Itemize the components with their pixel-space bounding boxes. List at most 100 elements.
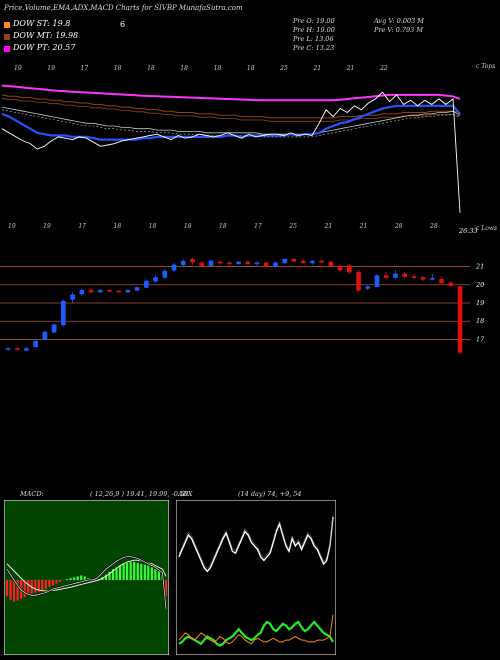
price-tick-label: 17 <box>476 335 485 343</box>
candle-body <box>116 290 121 293</box>
candle-body <box>199 262 205 266</box>
candle-body <box>134 287 140 291</box>
candle-body <box>411 276 417 278</box>
title-badge: 6 <box>120 20 126 29</box>
candle-body <box>254 262 260 265</box>
ema-slow-line <box>1 94 461 119</box>
bottom-date-label: 19 <box>43 223 51 230</box>
candle-body <box>42 331 48 340</box>
top-date-label: 19 <box>47 65 55 72</box>
candle-body <box>448 282 454 286</box>
candle-body <box>273 262 278 267</box>
bottom-date-label: 28 <box>394 223 403 230</box>
candle-body <box>153 277 158 282</box>
prev-high: Pre H: 19.00 <box>293 26 335 34</box>
adx-line <box>178 516 334 573</box>
top-date-label: 21 <box>346 65 355 72</box>
top-date-label: 18 <box>180 65 188 72</box>
candle-body <box>374 275 380 287</box>
top-date-label: 19 <box>14 65 22 72</box>
ema-chart: 19 19 17 18 18 18 18 18 25 21 21 22 19 19 17 18 18 18 18 17… <box>1 63 497 235</box>
bottom-date-label: 25 <box>288 223 297 230</box>
candle-body <box>310 260 315 264</box>
bottom-date-label: 17 <box>78 223 86 230</box>
candle-body <box>402 273 407 277</box>
candle-body <box>282 258 288 264</box>
macd-line <box>6 556 167 609</box>
adx-background <box>176 500 336 655</box>
candle-body <box>61 300 66 326</box>
bottom-date-label: 17 <box>254 223 262 230</box>
ema-mid-line <box>1 106 461 135</box>
candle-body <box>107 289 112 292</box>
bottom-date-label: 18 <box>114 223 122 230</box>
bottom-date-label: 21 <box>324 223 333 230</box>
candle-body <box>24 348 29 351</box>
candle-body <box>337 266 343 271</box>
adx-line-ghost <box>178 514 334 569</box>
dow-st-swatch <box>4 22 10 28</box>
lows-label: c Lows <box>476 225 497 232</box>
ema-mid-dash-line <box>1 109 461 138</box>
candle-body <box>263 262 269 267</box>
tops-label: c Tops <box>476 63 495 70</box>
candle-body <box>236 261 241 265</box>
price-tick-label: 20 <box>475 281 484 289</box>
price-tick-label: 19 <box>476 299 484 307</box>
prev-open: Pre O: 19.00 <box>293 17 335 25</box>
adx-params: (14 day) 74, +9, 54 <box>238 490 302 498</box>
dow-pt-label: DOW PT: 20.57 <box>13 43 76 52</box>
candle-body <box>70 294 75 300</box>
bottom-date-label: 18 <box>219 223 227 230</box>
candle-body <box>180 260 186 266</box>
macd-signal-line <box>6 559 167 592</box>
price-tick-label: 21 <box>475 263 484 271</box>
candle-body <box>347 265 352 273</box>
candle-body <box>356 271 361 291</box>
dow-st-label: DOW ST: 19.8 <box>13 19 71 28</box>
bottom-date-label: 19 <box>8 223 16 230</box>
candle-body <box>79 289 85 295</box>
candle-body <box>144 280 149 288</box>
top-date-label: 21 <box>312 65 321 72</box>
ema-slow-shadow-line <box>1 97 461 122</box>
close-line <box>1 91 461 213</box>
candle-body <box>291 258 297 262</box>
candle-body <box>300 260 306 264</box>
candle-body <box>393 273 398 278</box>
bottom-date-label: 21 <box>359 223 368 230</box>
price-chart: 21 20 19 18 17 <box>0 257 485 354</box>
minus-di-line <box>178 620 334 647</box>
dow-mt-label: DOW MT: 19.98 <box>13 31 79 40</box>
candle-body <box>430 278 435 280</box>
chart-title: Price,Volume,EMA,ADX,MACD Charts for SIV… <box>4 4 243 12</box>
candle-body <box>14 348 20 350</box>
candle-body <box>365 286 371 289</box>
macd-label: MACD: <box>20 490 44 498</box>
top-date-label: 18 <box>214 65 222 72</box>
adx-label: ADX <box>178 490 193 498</box>
bottom-date-label: 18 <box>149 223 157 230</box>
prev-volume: Pre V: 0.793 M <box>374 26 424 34</box>
adx-chart <box>176 500 336 655</box>
candle-body <box>439 279 444 284</box>
candle-body <box>217 261 223 264</box>
candle-body <box>51 324 57 333</box>
candle-body <box>245 261 251 265</box>
avg-volume: Avg V: 0.003 M <box>374 17 424 25</box>
macd-chart <box>4 500 169 655</box>
candle-body <box>171 264 177 271</box>
plus-di-line <box>178 614 334 645</box>
top-date-label: 17 <box>81 65 89 72</box>
top-date-label: 18 <box>114 65 122 72</box>
dow-pt-swatch <box>4 46 10 52</box>
bottom-date-label: 18 <box>184 223 192 230</box>
macd-params: ( 12,26,9 ) 19.41, 19.99, -0.58 <box>90 490 189 498</box>
candle-body <box>190 258 195 263</box>
candle-body <box>88 289 94 293</box>
candle-body <box>457 286 463 353</box>
candle-body <box>383 275 389 278</box>
candle-body <box>125 289 131 293</box>
last-price-label: 26.33 <box>458 227 478 235</box>
top-date-label: 25 <box>279 65 288 72</box>
